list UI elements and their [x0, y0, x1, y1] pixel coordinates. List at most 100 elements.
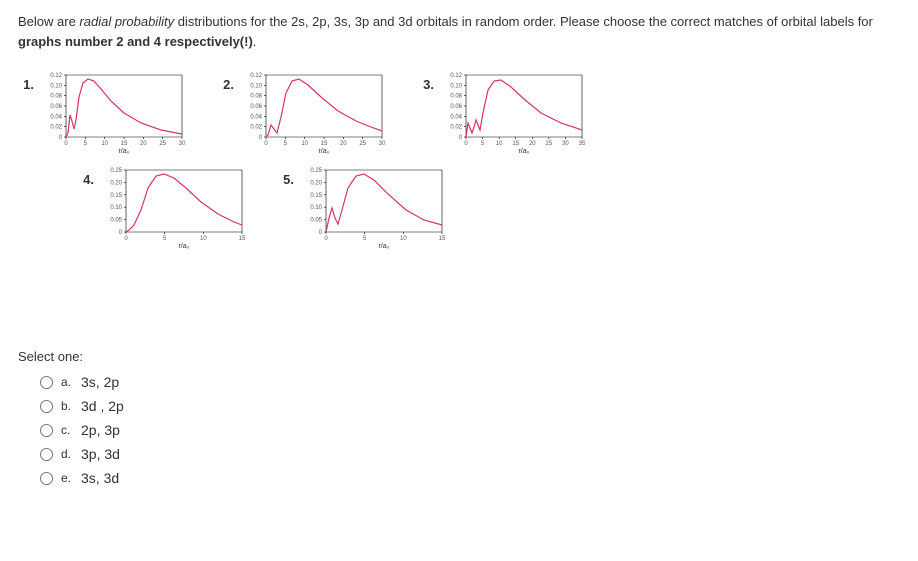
chart-number: 2.	[218, 77, 234, 92]
svg-text:0.06: 0.06	[450, 104, 462, 110]
option-radio-e[interactable]	[40, 472, 53, 485]
svg-text:0: 0	[124, 236, 128, 242]
option-row: b.3d , 2p	[40, 398, 900, 414]
svg-text:0.05: 0.05	[110, 218, 122, 224]
option-text: 3s, 2p	[81, 374, 119, 390]
svg-text:0.10: 0.10	[450, 83, 462, 89]
svg-text:25: 25	[159, 141, 166, 147]
q-suffix: .	[253, 34, 257, 49]
svg-text:0.10: 0.10	[310, 205, 322, 211]
q-bold: graphs number 2 and 4 respectively(!)	[18, 34, 253, 49]
svg-text:0.04: 0.04	[450, 114, 462, 120]
option-letter: b.	[61, 399, 81, 413]
option-text: 3p, 3d	[81, 446, 120, 462]
svg-text:0: 0	[459, 135, 463, 141]
svg-text:0.10: 0.10	[250, 83, 262, 89]
svg-text:0.02: 0.02	[450, 125, 462, 131]
svg-text:r/a₀: r/a₀	[318, 148, 329, 154]
svg-text:20: 20	[529, 141, 536, 147]
svg-text:10: 10	[101, 141, 108, 147]
svg-text:r/a₀: r/a₀	[118, 148, 129, 154]
chart-2: 2.00.020.040.060.080.100.12051015202530r…	[218, 69, 388, 154]
svg-text:0: 0	[59, 135, 63, 141]
option-row: c.2p, 3p	[40, 422, 900, 438]
option-letter: c.	[61, 423, 81, 437]
svg-text:10: 10	[400, 236, 407, 242]
svg-text:0.25: 0.25	[110, 168, 122, 174]
svg-text:0.05: 0.05	[310, 218, 322, 224]
svg-text:0: 0	[264, 141, 268, 147]
option-text: 3s, 3d	[81, 470, 119, 486]
svg-text:5: 5	[163, 236, 167, 242]
chart-1: 1.00.020.040.060.080.100.12051015202530r…	[18, 69, 188, 154]
option-row: a.3s, 2p	[40, 374, 900, 390]
option-text: 3d , 2p	[81, 398, 124, 414]
spacer	[18, 259, 900, 349]
svg-text:35: 35	[579, 141, 586, 147]
svg-text:0: 0	[319, 230, 323, 236]
option-radio-c[interactable]	[40, 424, 53, 437]
chart-3: 3.00.020.040.060.080.100.120510152025303…	[418, 69, 588, 154]
svg-text:20: 20	[140, 141, 147, 147]
svg-text:0.08: 0.08	[450, 94, 462, 100]
svg-text:0.08: 0.08	[50, 94, 62, 100]
svg-text:30: 30	[179, 141, 186, 147]
svg-text:0.25: 0.25	[310, 168, 322, 174]
svg-text:15: 15	[121, 141, 128, 147]
svg-text:15: 15	[239, 236, 246, 242]
chart-number: 3.	[418, 77, 434, 92]
chart-plot: 00.050.100.150.200.25051015r/a₀	[298, 164, 448, 249]
svg-text:0: 0	[119, 230, 123, 236]
svg-text:0.20: 0.20	[110, 180, 122, 186]
svg-text:5: 5	[84, 141, 88, 147]
svg-text:0.10: 0.10	[110, 205, 122, 211]
chart-plot: 00.050.100.150.200.25051015r/a₀	[98, 164, 248, 249]
chart-plot: 00.020.040.060.080.100.12051015202530r/a…	[38, 69, 188, 154]
svg-text:0.02: 0.02	[250, 125, 262, 131]
svg-text:5: 5	[481, 141, 485, 147]
svg-text:0.10: 0.10	[50, 83, 62, 89]
q-prefix: Below are	[18, 14, 79, 29]
option-row: e.3s, 3d	[40, 470, 900, 486]
option-radio-a[interactable]	[40, 376, 53, 389]
svg-text:0.04: 0.04	[250, 114, 262, 120]
select-one-label: Select one:	[18, 349, 900, 364]
svg-text:5: 5	[363, 236, 367, 242]
svg-text:0.12: 0.12	[250, 73, 262, 79]
charts-container: 1. 0 0.02 0.04 0.06 0.08 0.10 0.12 0 5 10 15 20 25 30 r…	[18, 69, 900, 249]
svg-text:0.08: 0.08	[250, 94, 262, 100]
svg-text:0.04: 0.04	[50, 114, 62, 120]
svg-text:0: 0	[259, 135, 263, 141]
svg-text:0.15: 0.15	[310, 193, 322, 199]
q-middle: distributions for the 2s, 2p, 3s, 3p and…	[174, 14, 873, 29]
svg-text:0.06: 0.06	[50, 104, 62, 110]
svg-text:15: 15	[512, 141, 519, 147]
svg-text:10: 10	[301, 141, 308, 147]
option-radio-b[interactable]	[40, 400, 53, 413]
svg-text:15: 15	[321, 141, 328, 147]
svg-text:20: 20	[340, 141, 347, 147]
option-radio-d[interactable]	[40, 448, 53, 461]
svg-text:0.12: 0.12	[50, 73, 62, 79]
svg-text:0: 0	[464, 141, 468, 147]
svg-text:0.06: 0.06	[250, 104, 262, 110]
svg-text:0: 0	[324, 236, 328, 242]
svg-text:r/a₀: r/a₀	[518, 148, 529, 154]
chart-number: 1.	[18, 77, 34, 92]
q-italic: radial probability	[79, 14, 174, 29]
option-letter: d.	[61, 447, 81, 461]
option-letter: e.	[61, 471, 81, 485]
chart-number: 4.	[78, 172, 94, 187]
question-text: Below are radial probability distributio…	[18, 12, 900, 51]
option-row: d.3p, 3d	[40, 446, 900, 462]
chart-plot: 00.020.040.060.080.100.1205101520253035r…	[438, 69, 588, 154]
svg-text:30: 30	[562, 141, 569, 147]
chart-number: 5.	[278, 172, 294, 187]
svg-text:25: 25	[359, 141, 366, 147]
svg-text:0: 0	[64, 141, 68, 147]
svg-text:r/a₀: r/a₀	[378, 243, 389, 249]
chart-plot: 00.020.040.060.080.100.12051015202530r/a…	[238, 69, 388, 154]
svg-text:10: 10	[496, 141, 503, 147]
svg-text:0.15: 0.15	[110, 193, 122, 199]
chart-5: 5.00.050.100.150.200.25051015r/a₀	[278, 164, 448, 249]
